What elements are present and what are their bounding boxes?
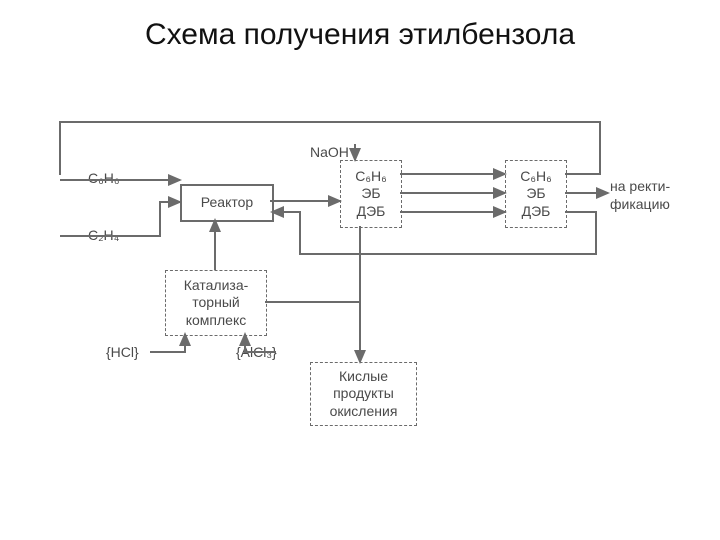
- box-reactor: Реактор: [180, 184, 274, 222]
- label-naoh-in: NaOH: [310, 144, 349, 162]
- box-catalyst: Катализа- торный комплекс: [165, 270, 267, 336]
- diagram-arrows: [0, 52, 720, 532]
- box-mix1: C₆H₆ ЭБ ДЭБ: [340, 160, 402, 228]
- label-hcl: {HCl}: [106, 344, 139, 362]
- label-alcl3: {AlCl₃}: [236, 344, 277, 362]
- page-title: Схема получения этилбензола: [0, 0, 720, 52]
- box-mix2: C₆H₆ ЭБ ДЭБ: [505, 160, 567, 228]
- label-c6h6-in: C₆H₆: [88, 170, 120, 188]
- diagram-canvas: C₆H₆ C₂H₄ NaOH на ректи- фикацию {HCl} {…: [0, 52, 720, 532]
- label-c2h4-in: C₂H₄: [88, 227, 119, 245]
- box-acid: Кислые продукты окисления: [310, 362, 417, 426]
- label-rectif: на ректи- фикацию: [610, 178, 670, 213]
